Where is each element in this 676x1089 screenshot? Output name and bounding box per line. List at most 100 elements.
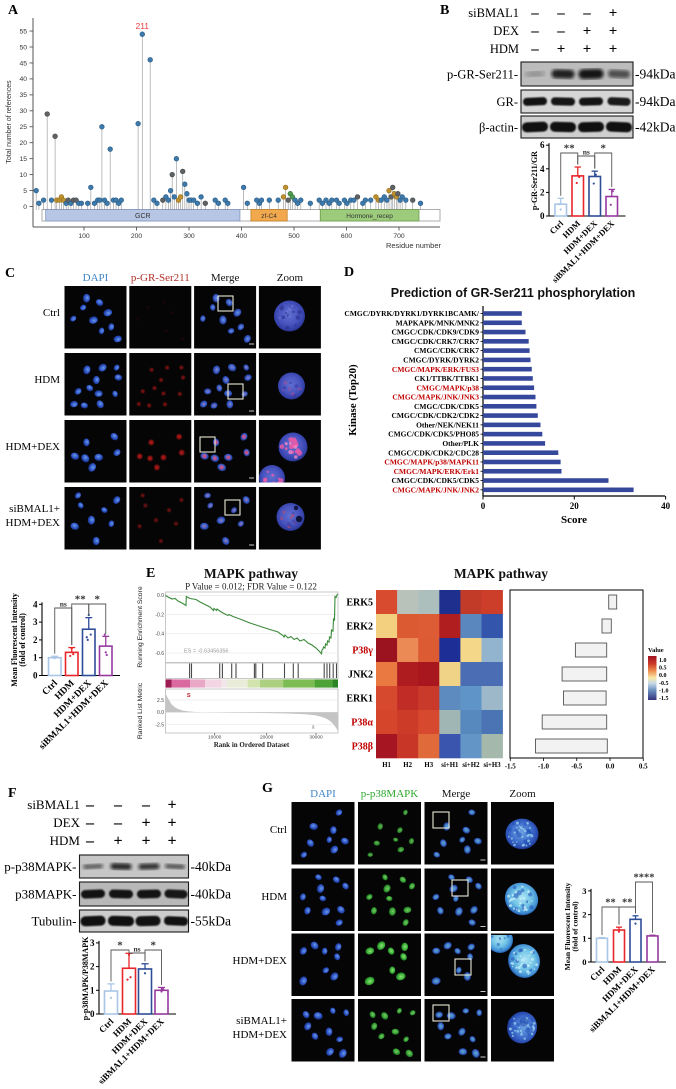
svg-text:C: C	[5, 266, 15, 281]
svg-text:HDM+DEX: HDM+DEX	[6, 441, 61, 453]
svg-text:Kinase (Top20): Kinase (Top20)	[347, 364, 359, 436]
svg-text:500: 500	[288, 233, 300, 240]
svg-text:CMGC/CDK/CDK9/CDK9: CMGC/CDK/CDK9/CDK9	[392, 328, 480, 337]
svg-text:Other/NEK/NEK11: Other/NEK/NEK11	[416, 420, 479, 429]
svg-text:ns: ns	[60, 600, 67, 609]
svg-text:A: A	[8, 3, 19, 18]
svg-text:H2: H2	[403, 762, 412, 769]
svg-text:2: 2	[90, 962, 95, 972]
svg-text:CMGC/MAPK/ERK/Erk1: CMGC/MAPK/ERK/Erk1	[394, 467, 480, 476]
svg-text:100: 100	[78, 233, 90, 240]
svg-text:Merge: Merge	[442, 788, 471, 800]
svg-text:300: 300	[183, 233, 195, 240]
svg-text:0: 0	[481, 501, 486, 511]
svg-text:CMGC/CDK/CRK7/CRK7: CMGC/CDK/CRK7/CRK7	[392, 337, 480, 346]
svg-text:Ctrl: Ctrl	[270, 824, 287, 836]
svg-text:–: –	[530, 6, 539, 22]
svg-text:–: –	[85, 797, 95, 814]
svg-text:CK1/TTBK/TTBK1: CK1/TTBK/TTBK1	[414, 374, 479, 383]
svg-text:p-GR-Ser211-: p-GR-Ser211-	[447, 68, 518, 82]
svg-text:CMGC/MAPK/p38: CMGC/MAPK/p38	[417, 383, 480, 392]
svg-text:DAPI: DAPI	[83, 272, 109, 284]
svg-text:B: B	[440, 3, 449, 18]
svg-text:****: ****	[634, 873, 655, 884]
svg-text:0: 0	[540, 211, 545, 221]
svg-text:Ctrl: Ctrl	[43, 307, 60, 319]
svg-text:*: *	[151, 940, 157, 952]
svg-text:3: 3	[90, 938, 95, 948]
svg-text:ERK5: ERK5	[346, 598, 373, 609]
svg-text:-1.0: -1.0	[538, 763, 550, 771]
svg-text:0: 0	[33, 671, 38, 681]
svg-text:si+H1: si+H1	[441, 762, 459, 769]
svg-text:0.0: 0.0	[157, 710, 164, 716]
svg-text:HDM+DEX: HDM+DEX	[233, 955, 288, 967]
svg-text:0.0: 0.0	[606, 763, 615, 771]
svg-text:DEX: DEX	[53, 815, 80, 830]
svg-text:200: 200	[131, 233, 143, 240]
svg-text:-0.4: -0.4	[155, 632, 164, 638]
svg-text:(fold of control): (fold of control)	[18, 613, 27, 667]
svg-text:CMGC/CDK/CDK5/PHO85: CMGC/CDK/CDK5/PHO85	[388, 430, 479, 439]
svg-text:CMGC/MAPK/JNK/JNK2: CMGC/MAPK/JNK/JNK2	[392, 485, 479, 494]
svg-text:Mean Fluorescent Intensity: Mean Fluorescent Intensity	[10, 593, 19, 687]
svg-text:4: 4	[33, 599, 38, 609]
svg-text:30: 30	[19, 108, 27, 115]
svg-text:10000: 10000	[208, 735, 222, 741]
svg-text:CMGC/CDK/CDK5: CMGC/CDK/CDK5	[414, 402, 479, 411]
svg-text:+: +	[609, 24, 618, 40]
svg-text:Zoom: Zoom	[277, 272, 304, 284]
svg-text:Hormone_recep: Hormone_recep	[346, 213, 393, 220]
svg-text:–: –	[85, 815, 95, 832]
svg-text:–: –	[85, 833, 95, 850]
svg-text:Zoom: Zoom	[509, 788, 536, 800]
svg-text:2: 2	[582, 910, 586, 920]
svg-text:0: 0	[582, 957, 586, 967]
svg-text:5: 5	[23, 188, 27, 195]
svg-text:Mean Fluorescent Intensity: Mean Fluorescent Intensity	[563, 882, 572, 970]
svg-text:Total number of references: Total number of references	[6, 80, 13, 164]
svg-text:Tubulin-: Tubulin-	[31, 914, 76, 929]
svg-text:+: +	[113, 833, 122, 850]
svg-text:Value: Value	[648, 647, 664, 654]
svg-text:-0.5: -0.5	[659, 681, 669, 687]
svg-text:**: **	[605, 898, 616, 909]
svg-text:HDM: HDM	[261, 891, 287, 903]
svg-text:-0.2: -0.2	[155, 612, 164, 618]
svg-text:Other/PLK: Other/PLK	[442, 439, 479, 448]
svg-text:β-actin-: β-actin-	[479, 121, 518, 135]
svg-text:Score: Score	[561, 514, 587, 526]
svg-text:Rank in Ordered Dataset: Rank in Ordered Dataset	[214, 741, 290, 749]
svg-text:p-p38MAPK: p-p38MAPK	[361, 788, 419, 800]
svg-text:siBMAL1: siBMAL1	[468, 6, 519, 20]
svg-text:p-p38MAPK/P38MAPK: p-p38MAPK/P38MAPK	[81, 936, 90, 1020]
svg-text:+: +	[609, 42, 618, 58]
svg-text:Merge: Merge	[211, 272, 240, 284]
svg-text:Prediction of GR-Ser211 phosph: Prediction of GR-Ser211 phosphorylation	[391, 286, 635, 300]
svg-text:-0.6: -0.6	[155, 651, 164, 657]
svg-text:HDM+DEX: HDM+DEX	[6, 517, 61, 529]
svg-text:–: –	[113, 815, 123, 832]
svg-text:1: 1	[582, 933, 586, 943]
svg-text:ES = -0.63456356: ES = -0.63456356	[184, 649, 229, 655]
svg-text:HDM: HDM	[34, 374, 60, 386]
svg-text:CMGC/MAPK/ERK/FUS3: CMGC/MAPK/ERK/FUS3	[392, 365, 479, 374]
svg-text:HDM+DEX: HDM+DEX	[233, 1029, 288, 1041]
svg-text:H1: H1	[382, 762, 391, 769]
svg-text:HDM: HDM	[490, 42, 519, 56]
svg-text:*: *	[117, 940, 123, 952]
svg-text:-94kDa: -94kDa	[635, 67, 676, 82]
svg-text:0.0: 0.0	[659, 673, 667, 679]
svg-text:2: 2	[33, 635, 38, 645]
svg-text:ns: ns	[133, 945, 140, 954]
svg-text:40: 40	[19, 76, 27, 83]
svg-text:0: 0	[23, 204, 27, 211]
svg-text:DAPI: DAPI	[310, 788, 336, 800]
svg-text:D: D	[344, 265, 354, 280]
svg-text:F: F	[8, 786, 17, 801]
svg-text:**: **	[622, 898, 633, 909]
svg-text:45: 45	[19, 60, 27, 67]
svg-text:50: 50	[19, 44, 27, 51]
svg-text:–: –	[556, 6, 565, 22]
svg-text:-2.5: -2.5	[155, 722, 164, 728]
